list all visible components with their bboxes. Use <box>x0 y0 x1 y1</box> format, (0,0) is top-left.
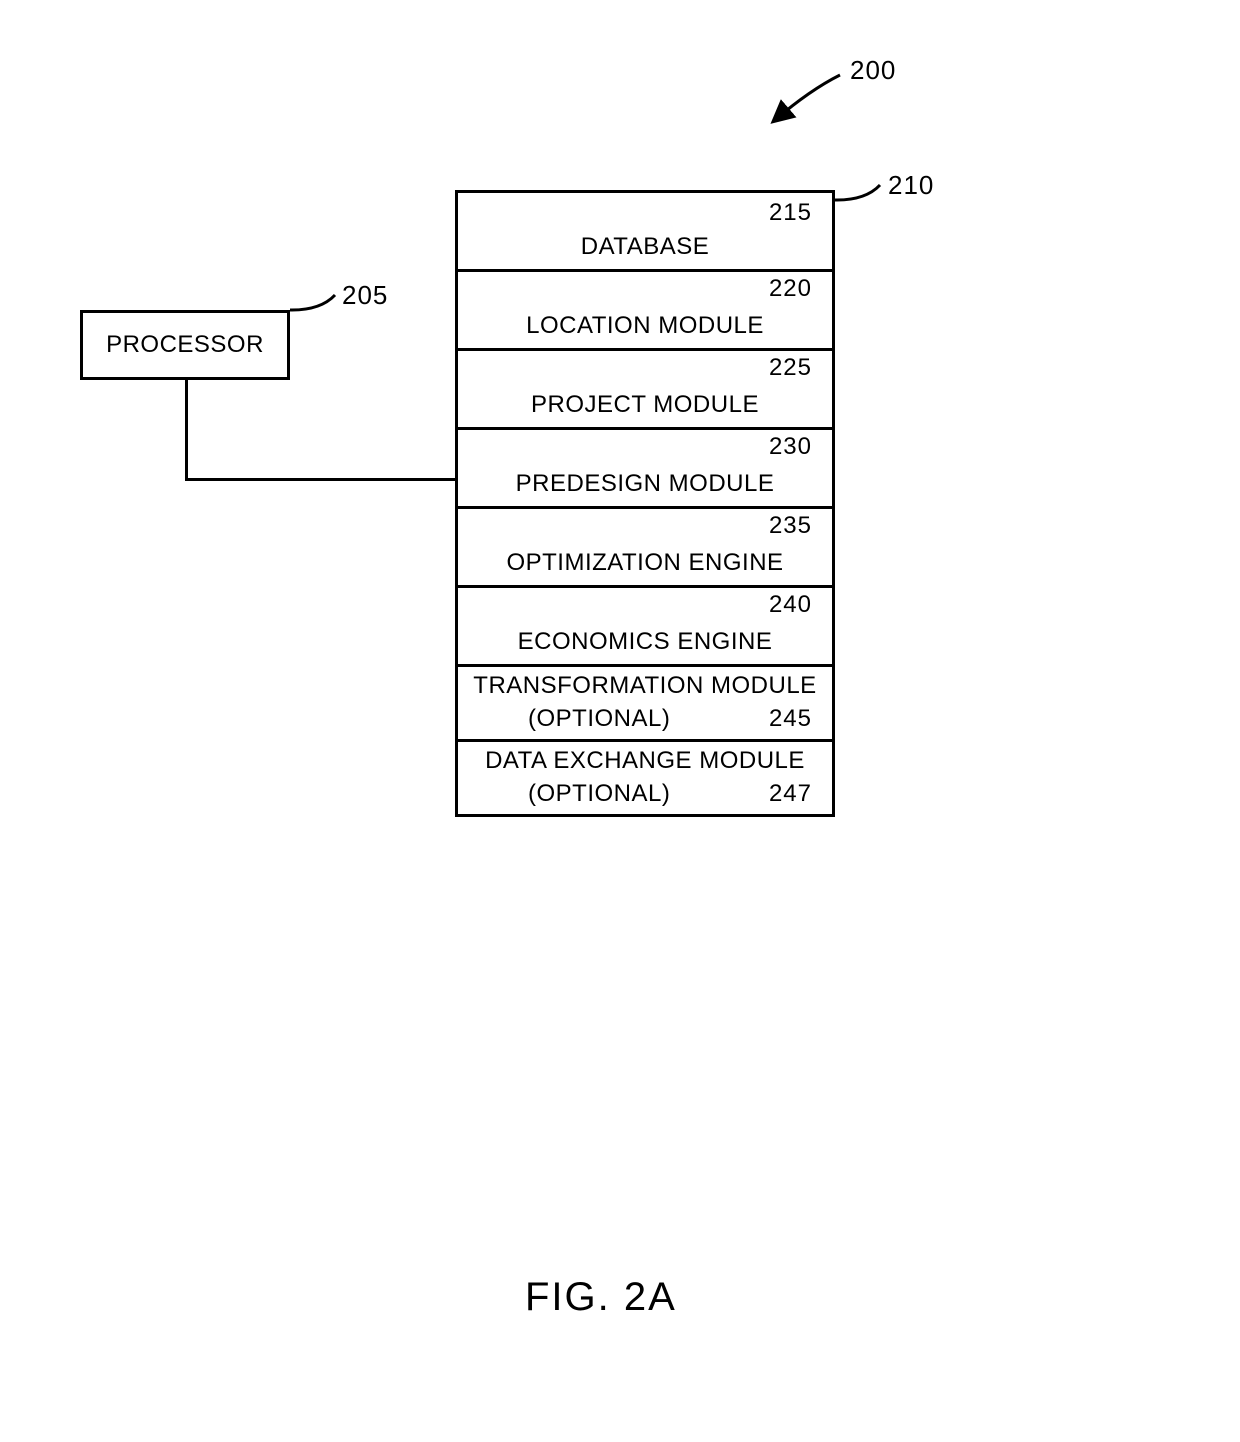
module-sublabel: (OPTIONAL) <box>528 780 670 808</box>
module-ref: 220 <box>769 275 812 303</box>
ref-200: 200 <box>850 55 896 86</box>
module-ref: 235 <box>769 512 812 540</box>
module-label: PREDESIGN MODULE <box>458 470 832 498</box>
module-ref: 245 <box>769 705 812 733</box>
module-row: 225 PROJECT MODULE <box>455 348 835 430</box>
module-row: 230 PREDESIGN MODULE <box>455 427 835 509</box>
module-label: TRANSFORMATION MODULE <box>458 672 832 700</box>
module-label: DATABASE <box>458 233 832 261</box>
module-row: 240 ECONOMICS ENGINE <box>455 585 835 667</box>
ref-205: 205 <box>342 280 388 311</box>
module-row: 235 OPTIMIZATION ENGINE <box>455 506 835 588</box>
module-row: 215 DATABASE <box>455 190 835 272</box>
module-row: 220 LOCATION MODULE <box>455 269 835 351</box>
connector-horizontal <box>185 478 458 481</box>
diagram-canvas: 200 PROCESSOR 205 215 DATABASE 220 LOCATION… <box>0 0 1240 1442</box>
module-ref: 215 <box>769 199 812 227</box>
module-label: ECONOMICS ENGINE <box>458 628 832 656</box>
module-label: OPTIMIZATION ENGINE <box>458 549 832 577</box>
ref-210: 210 <box>888 170 934 201</box>
module-label: DATA EXCHANGE MODULE <box>458 747 832 775</box>
module-row: TRANSFORMATION MODULE (OPTIONAL) 245 <box>455 664 835 742</box>
module-ref: 240 <box>769 591 812 619</box>
module-label: PROJECT MODULE <box>458 391 832 419</box>
module-sublabel: (OPTIONAL) <box>528 705 670 733</box>
module-label: LOCATION MODULE <box>458 312 832 340</box>
module-ref: 247 <box>769 780 812 808</box>
module-row: DATA EXCHANGE MODULE (OPTIONAL) 247 <box>455 739 835 817</box>
figure-caption: FIG. 2A <box>525 1275 677 1320</box>
connector-vertical <box>185 380 188 478</box>
processor-box: PROCESSOR <box>80 310 290 380</box>
module-ref: 225 <box>769 354 812 382</box>
module-ref: 230 <box>769 433 812 461</box>
processor-label: PROCESSOR <box>106 331 264 359</box>
